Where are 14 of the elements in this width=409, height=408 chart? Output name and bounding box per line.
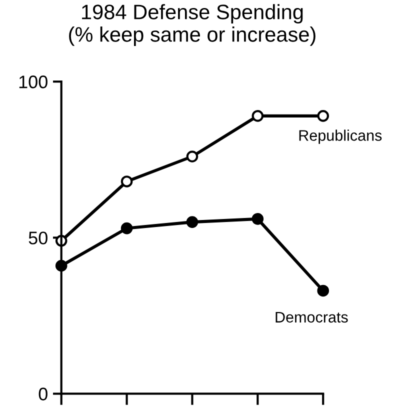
point <box>317 284 330 297</box>
point <box>252 213 264 225</box>
y-tick-label: 100 <box>19 76 48 88</box>
y-tick-label: 0 <box>38 388 48 400</box>
point <box>186 150 198 162</box>
series-label: Democrats <box>276 312 348 323</box>
series-label: Republicans <box>299 130 382 144</box>
chart-title: 1984 Defense Spending (% keep same or increase) <box>69 4 316 46</box>
point <box>252 110 264 122</box>
point <box>317 110 330 122</box>
point <box>186 216 198 228</box>
y-tick-label: 50 <box>28 232 48 244</box>
point <box>120 176 133 188</box>
point <box>120 222 133 234</box>
